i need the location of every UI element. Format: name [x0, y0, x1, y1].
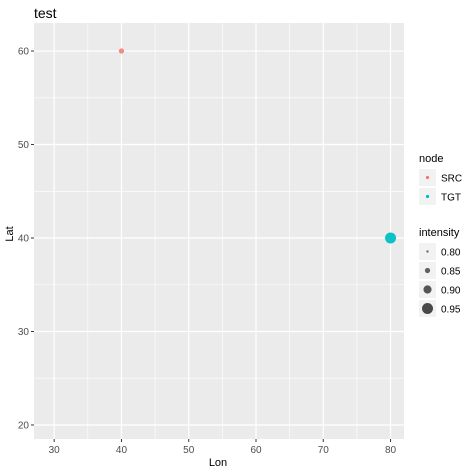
x-tick-label: 70	[318, 445, 330, 456]
x-axis-ticks: 30 40 50 60 70 80	[49, 439, 397, 456]
legend-size-title: intensity	[419, 227, 460, 239]
x-tick-label: 50	[183, 445, 195, 456]
data-point-tgt	[385, 232, 397, 244]
x-tick-label: 30	[49, 445, 61, 456]
data-point-src	[118, 48, 125, 54]
legend-label: TGT	[441, 193, 461, 204]
legend-size-key	[426, 250, 429, 253]
y-tick-label: 30	[18, 327, 30, 338]
y-axis-ticks: 20 30 40 50 60	[18, 47, 34, 431]
legend-size-key	[422, 303, 433, 314]
y-tick-label: 20	[18, 420, 30, 431]
legend-color-title: node	[419, 153, 443, 165]
x-tick-label: 40	[116, 445, 128, 456]
legend-size-key	[423, 285, 432, 294]
legend-label: 0.80	[441, 248, 461, 259]
grid-lines	[34, 23, 404, 439]
y-axis-title: Lat	[4, 226, 16, 241]
legend: node SRC TGT intensity 0.80 0.85 0.90 0.95	[419, 153, 462, 317]
legend-size-key	[424, 267, 431, 274]
chart-title: test	[34, 5, 57, 21]
legend-key-src	[425, 175, 430, 180]
y-tick-label: 50	[18, 140, 30, 151]
legend-label: 0.95	[441, 305, 461, 316]
legend-size-entries: 0.80 0.85 0.90 0.95	[419, 243, 461, 317]
y-tick-label: 40	[18, 234, 30, 245]
legend-label: 0.90	[441, 286, 461, 297]
legend-color-entries: SRC TGT	[419, 169, 462, 205]
legend-label: SRC	[441, 174, 462, 185]
legend-key-tgt	[425, 194, 430, 199]
data-points	[118, 48, 397, 244]
x-tick-label: 80	[385, 445, 397, 456]
legend-label: 0.85	[441, 267, 461, 278]
y-tick-label: 60	[18, 47, 30, 58]
x-axis-title: Lon	[209, 457, 227, 469]
plot-panel	[34, 23, 404, 439]
x-tick-label: 60	[250, 445, 262, 456]
